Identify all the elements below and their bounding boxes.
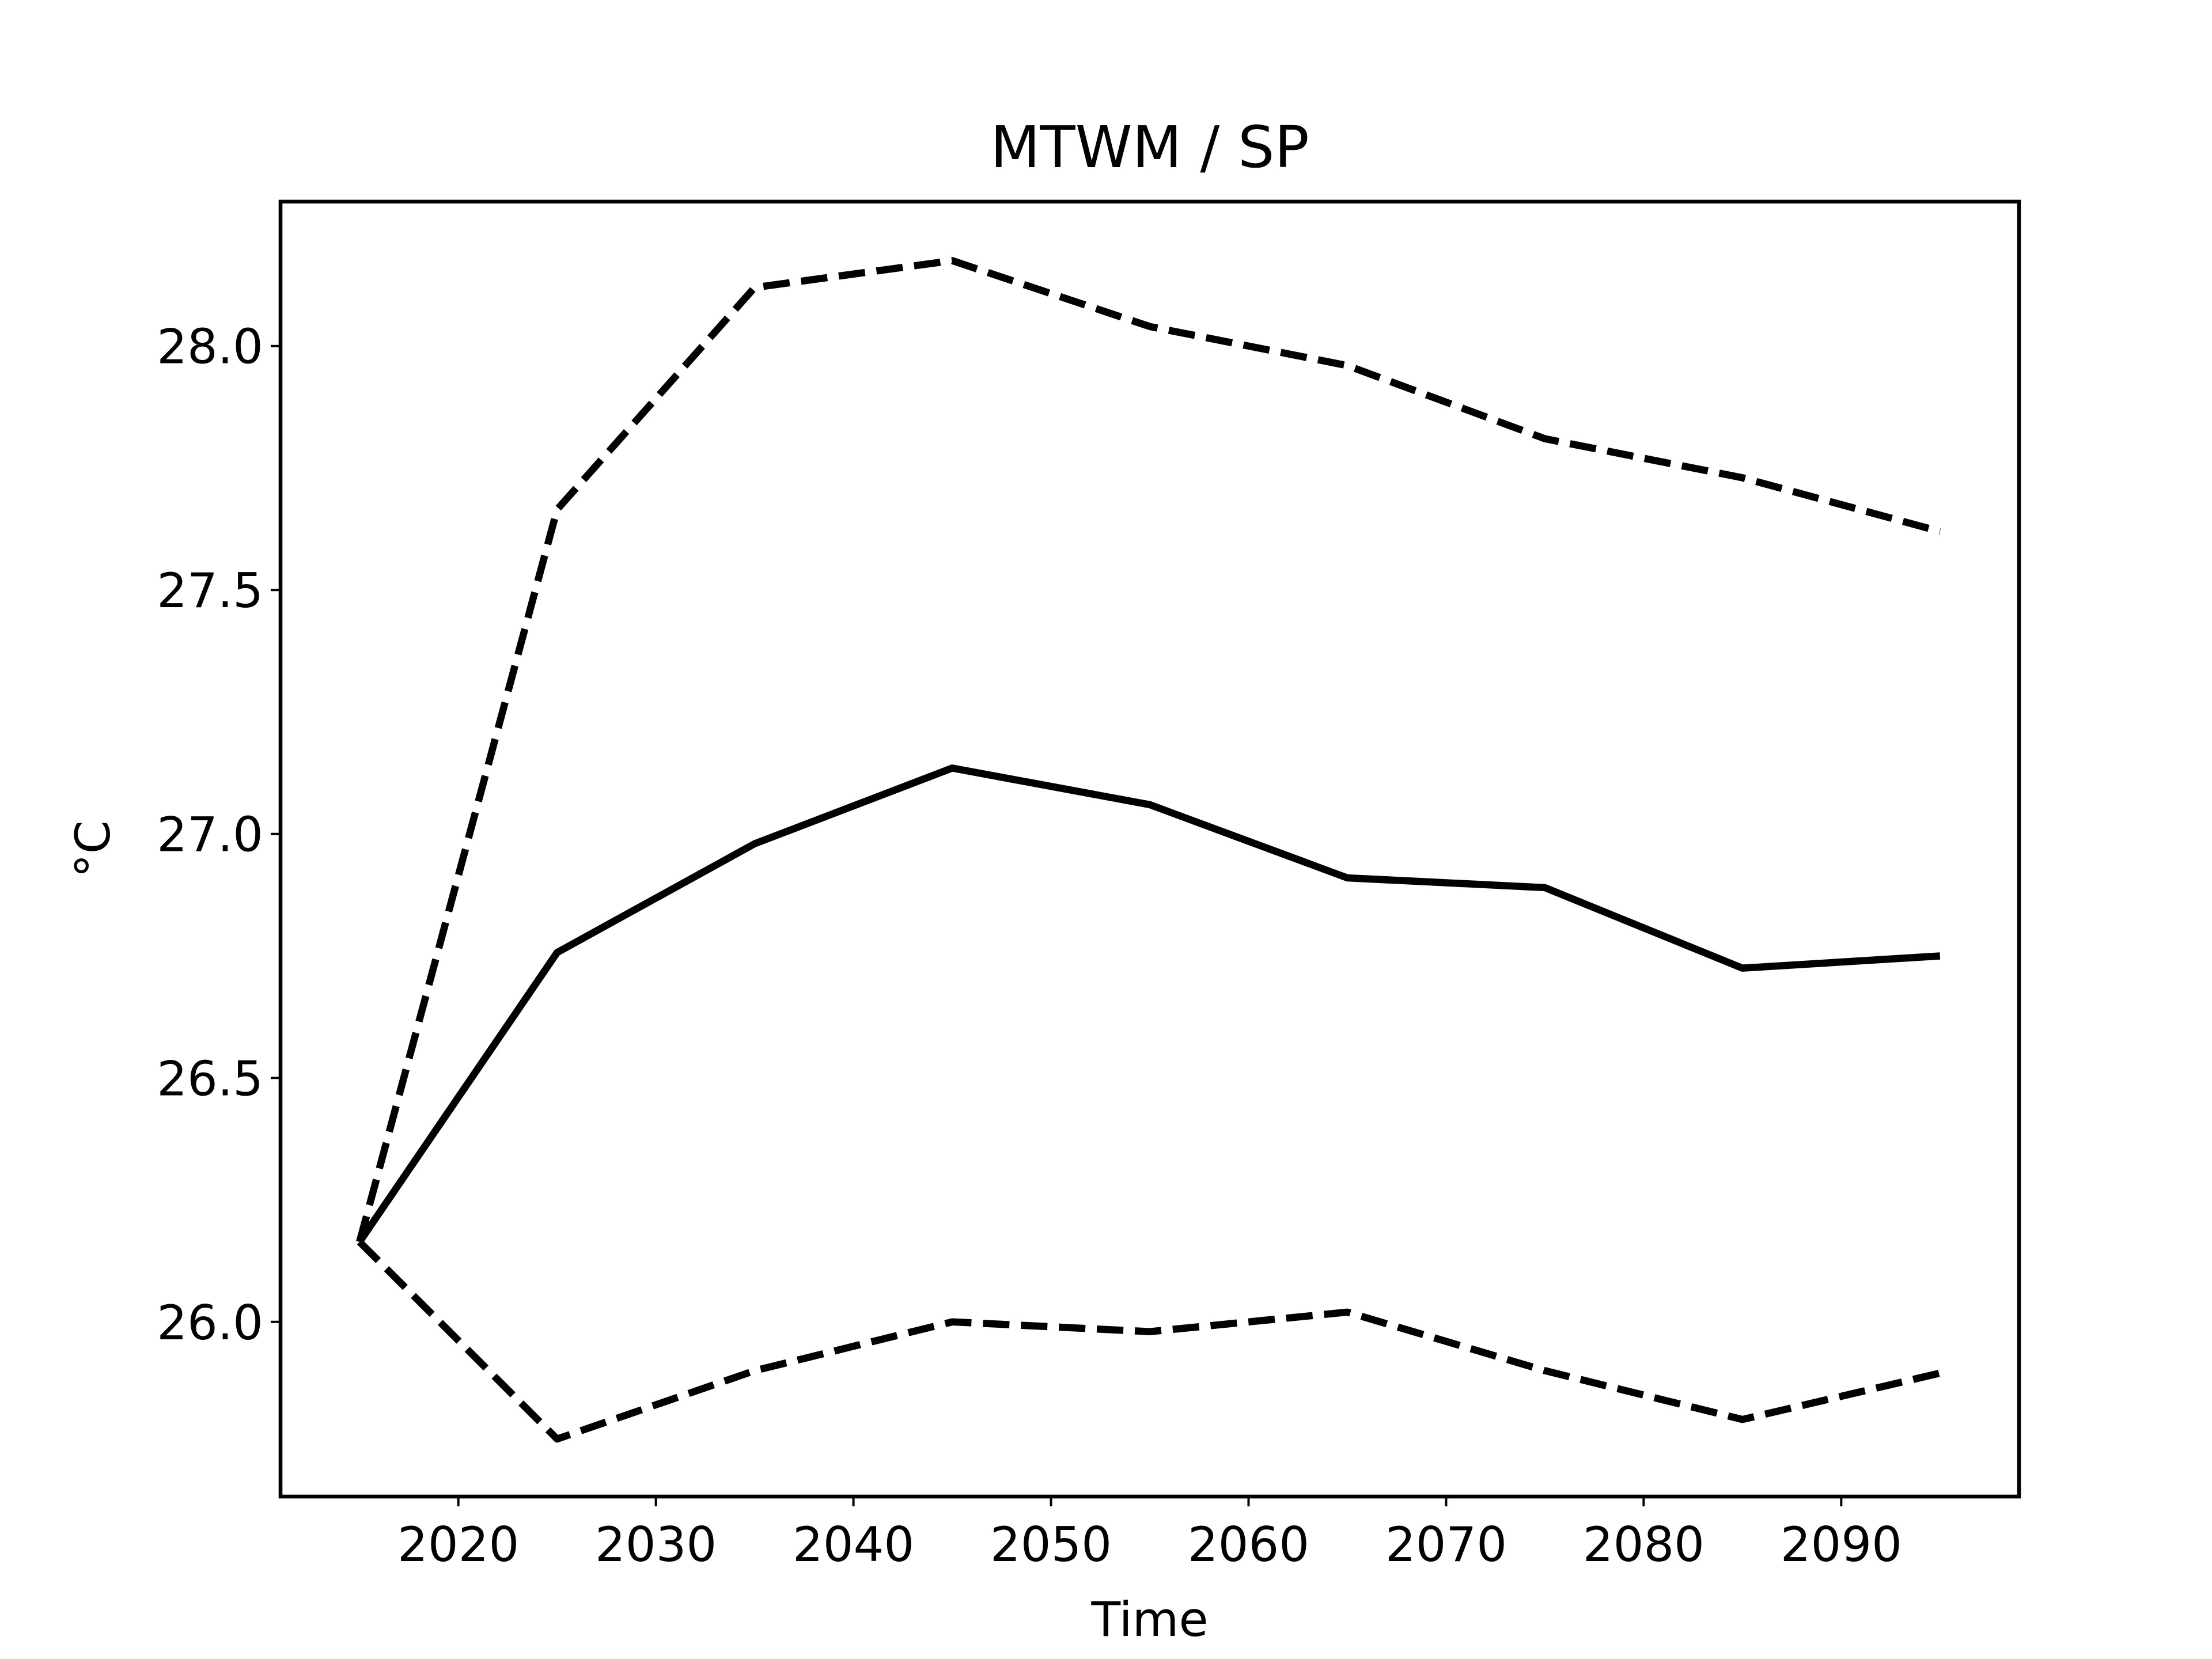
y-tick-label: 28.0 bbox=[157, 319, 263, 375]
y-tick-label: 27.0 bbox=[157, 807, 263, 863]
y-tick-label: 26.5 bbox=[157, 1051, 263, 1107]
y-axis-label: °C bbox=[65, 820, 121, 877]
chart-title: MTWM / SP bbox=[990, 113, 1309, 181]
y-tick-label: 26.0 bbox=[157, 1295, 263, 1351]
series-line bbox=[357, 764, 1941, 1244]
x-tick-label: 2060 bbox=[1188, 1517, 1309, 1573]
x-tick-label: 2030 bbox=[595, 1517, 717, 1573]
x-tick-label: 2050 bbox=[990, 1517, 1112, 1573]
x-tick-label: 2080 bbox=[1583, 1517, 1705, 1573]
x-tick-label: 2040 bbox=[793, 1517, 914, 1573]
x-tick-label: 2070 bbox=[1385, 1517, 1507, 1573]
y-tick-label: 27.5 bbox=[157, 563, 263, 619]
series-line bbox=[357, 1239, 1941, 1443]
x-axis-label: Time bbox=[1090, 1592, 1208, 1647]
x-tick-label: 2020 bbox=[397, 1517, 519, 1573]
plot-frame bbox=[278, 199, 2021, 1499]
series-line bbox=[356, 257, 1941, 1243]
x-tick-label: 2090 bbox=[1781, 1517, 1902, 1573]
